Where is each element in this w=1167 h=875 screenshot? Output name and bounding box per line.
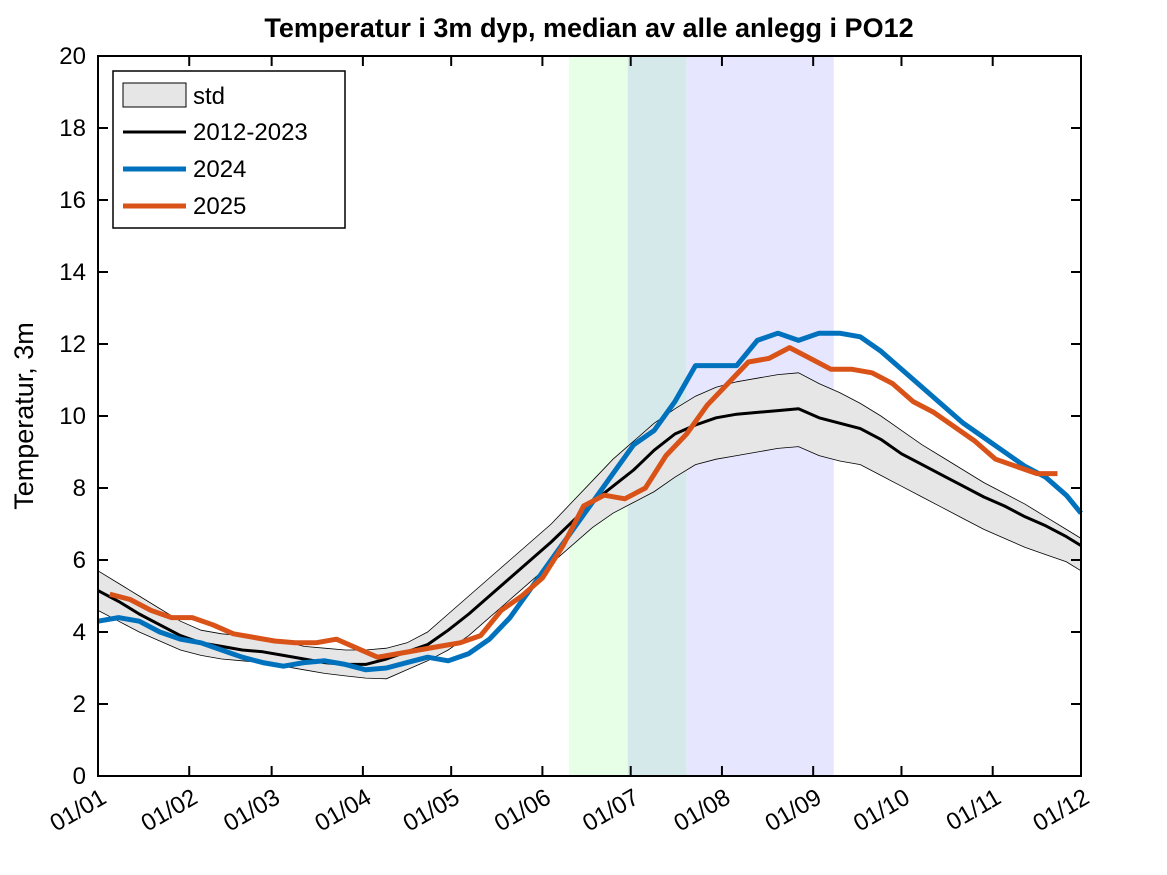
legend-label-series-1: 2024: [193, 156, 246, 183]
chart-title: Temperatur i 3m dyp, median av alle anle…: [264, 13, 913, 43]
legend-label-series-2: 2025: [193, 193, 246, 220]
legend-swatch-std: [122, 82, 187, 108]
series-lines: [97, 330, 1083, 673]
legend: std 2012-2023 2024 2025: [112, 70, 346, 229]
legend-label-series-0: 2012-2023: [193, 119, 308, 146]
y-tick-label: 12: [59, 331, 86, 358]
y-axis-label: Temperatur, 3m: [9, 322, 39, 510]
y-tick-label: 8: [73, 475, 86, 502]
y-tick-label: 6: [73, 547, 86, 574]
y-axis-ticks: 0 2 4 6 8 10 12 14 16 18 20: [59, 43, 1081, 790]
y-tick-label: 2: [73, 691, 86, 718]
y-tick-label: 0: [73, 763, 86, 790]
y-tick-label: 18: [59, 115, 86, 142]
y-tick-label: 4: [73, 619, 86, 646]
y-tick-label: 10: [59, 403, 86, 430]
y-tick-label: 14: [59, 259, 86, 286]
legend-label-std: std: [193, 83, 225, 110]
series-line-2025: [109, 345, 1058, 660]
y-tick-label: 20: [59, 43, 86, 70]
y-tick-label: 16: [59, 187, 86, 214]
